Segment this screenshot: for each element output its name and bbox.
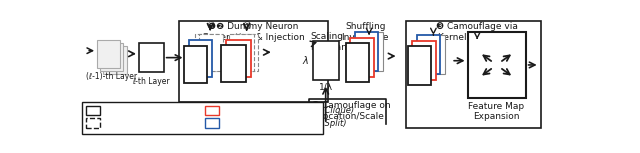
Text: ①: ① [243,21,251,31]
Text: Feature Map
Expansion: Feature Map Expansion [468,102,525,121]
Text: Replaced Neuron: Replaced Neuron [103,119,175,128]
Text: ℓ-th Layer: ℓ-th Layer [132,77,170,86]
Bar [408,46,431,85]
Text: Dummy Neuron (NeuronSplit): Dummy Neuron (NeuronSplit) [222,119,346,128]
Bar [205,106,219,115]
Bar [86,106,100,115]
Bar [179,21,328,102]
Bar [351,38,374,77]
Bar [195,34,218,71]
Bar [100,43,124,71]
Text: (ℓ-1)-th Layer: (ℓ-1)-th Layer [86,72,138,81]
Bar [234,34,259,71]
Bar [97,40,120,68]
Bar [189,40,212,77]
Bar [83,102,323,134]
Text: ②: ② [206,21,214,31]
Text: 1/λ: 1/λ [319,82,333,91]
Text: λ: λ [303,56,308,66]
Bar [355,32,378,71]
Text: Dummy Neuron (NeuronClique): Dummy Neuron (NeuronClique) [222,106,354,115]
Bar [103,46,127,74]
Bar [199,34,223,71]
Bar [139,43,164,72]
Bar [184,46,207,83]
Bar [467,32,525,98]
Bar [360,32,383,71]
Bar [412,41,436,80]
Text: Scaling
Invariance: Scaling Invariance [310,32,358,52]
Text: Shuffling
Invariance: Shuffling Invariance [342,22,389,42]
Bar [221,45,246,82]
Bar [229,34,253,71]
Text: ❸: ❸ [312,101,320,110]
Bar [205,118,219,128]
Bar [312,41,339,80]
Bar [406,21,541,129]
Text: ❸ Camouflage via
Kernel Expansion: ❸ Camouflage via Kernel Expansion [436,22,518,42]
Bar [346,43,369,82]
Bar [417,35,440,74]
Text: ④ Camouflage on
Location/Scale: ④ Camouflage on Location/Scale [312,101,391,120]
Bar [226,40,250,77]
Text: Original Neuron: Original Neuron [103,106,170,115]
Text: ❶❷ Dummy Neuron
Generation & Injection: ❶❷ Dummy Neuron Generation & Injection [202,22,305,42]
Bar [422,35,445,74]
Bar [86,118,100,128]
